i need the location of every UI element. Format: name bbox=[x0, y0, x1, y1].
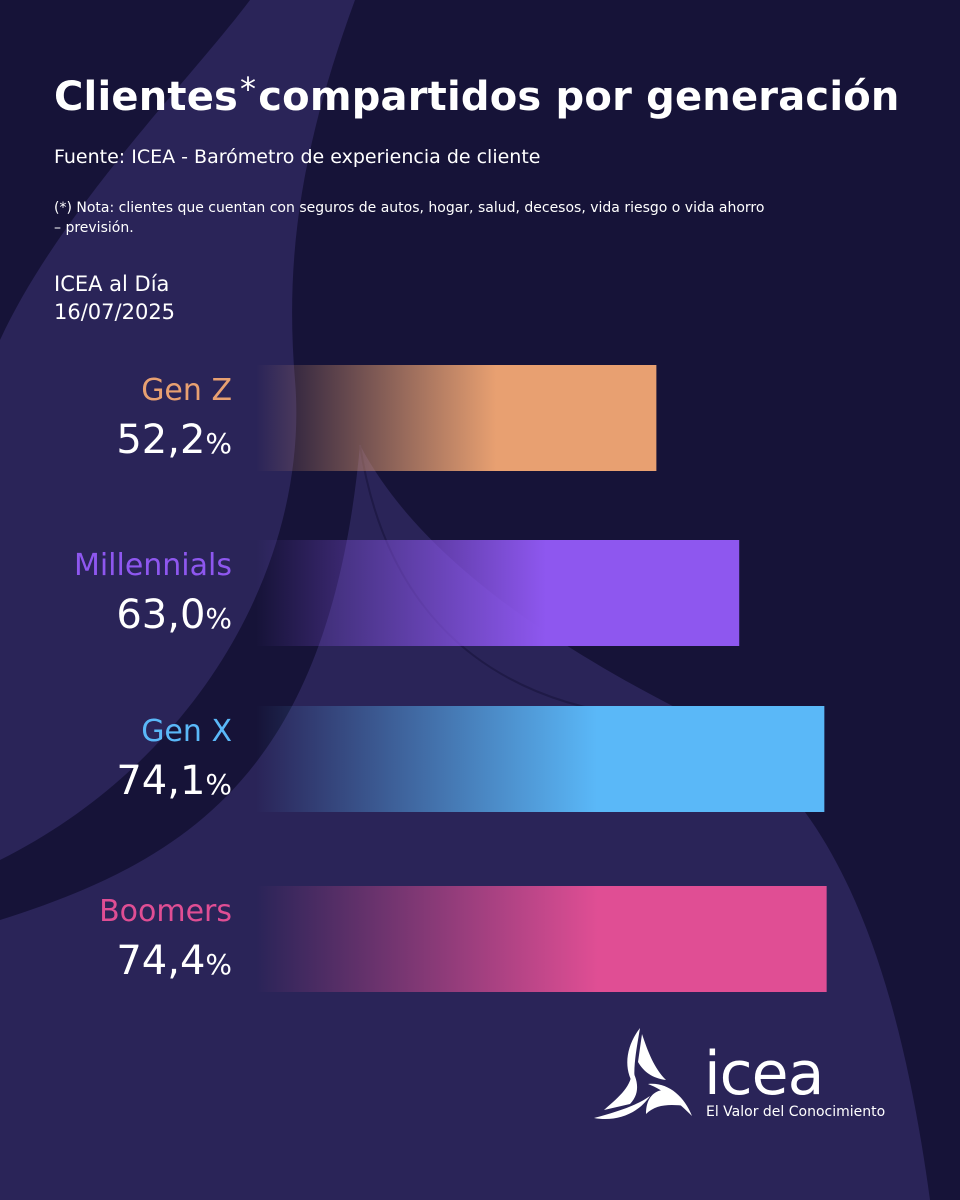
category-label-millennials: Millennials bbox=[74, 548, 232, 583]
value-label-millennials: 63,0% bbox=[116, 592, 232, 638]
edition-date: 16/07/2025 bbox=[54, 300, 176, 324]
bar-chart: Gen Z 52,2% Millennials 63,0% Gen X 74,1% Boom… bbox=[74, 365, 827, 992]
category-label-gen-x: Gen X bbox=[141, 714, 232, 749]
source-text: Fuente: ICEA - Barómetro de experiencia … bbox=[54, 146, 541, 168]
bar-gen-z bbox=[256, 365, 657, 471]
category-label-boomers: Boomers bbox=[99, 894, 232, 929]
logo-wordmark: icea bbox=[704, 1039, 824, 1109]
icea-logo: icea El Valor del Conocimiento bbox=[592, 1026, 922, 1126]
title-rest: compartidos por generación bbox=[258, 74, 900, 120]
value-label-boomers: 74,4% bbox=[116, 938, 232, 984]
title-main: Clientes bbox=[54, 74, 239, 120]
value-label-gen-z: 52,2% bbox=[116, 417, 232, 463]
edition-block: ICEA al Día 16/07/2025 bbox=[54, 270, 175, 326]
page-title: Clientes*compartidos por generación bbox=[54, 70, 900, 120]
bar-gen-x bbox=[256, 706, 825, 812]
title-asterisk: * bbox=[240, 70, 257, 108]
icea-triskelion-icon bbox=[594, 1028, 692, 1120]
edition-name: ICEA al Día bbox=[54, 272, 170, 296]
bar-millennials bbox=[256, 540, 740, 646]
note-text: (*) Nota: clientes que cuentan con segur… bbox=[54, 200, 765, 236]
chart-bars bbox=[256, 365, 827, 992]
background-leaf-bottom bbox=[0, 445, 930, 1200]
background-leaf-left bbox=[0, 0, 355, 860]
logo-tagline: El Valor del Conocimiento bbox=[706, 1104, 886, 1120]
bar-boomers bbox=[256, 886, 827, 992]
category-label-gen-z: Gen Z bbox=[141, 373, 232, 408]
chart-labels: Gen Z 52,2% Millennials 63,0% Gen X 74,1% Boom… bbox=[74, 373, 232, 984]
value-label-gen-x: 74,1% bbox=[116, 758, 232, 804]
